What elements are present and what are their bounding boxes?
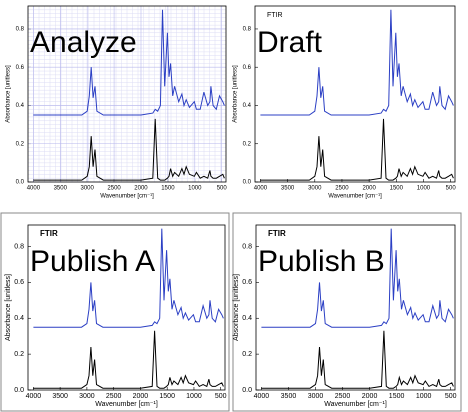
y-tick-label: 0.6: [242, 279, 252, 286]
x-tick-label: 1500: [159, 393, 175, 400]
x-tick-label: 2000: [362, 186, 376, 192]
x-tick-label: 1000: [186, 393, 202, 400]
x-tick-label: 2000: [133, 393, 149, 400]
mode-label: Publish A: [30, 245, 155, 278]
x-tick-label: 500: [215, 393, 227, 400]
x-tick-label: 4000: [27, 186, 41, 192]
x-tick-label: 2000: [362, 393, 378, 400]
x-tick-label: 2500: [335, 186, 349, 192]
x-tick-label: 2500: [335, 393, 351, 400]
panel-frame: [232, 212, 462, 412]
spectrum-line: [260, 118, 454, 181]
x-axis-label: Wavenumber [cm⁻¹]: [328, 194, 382, 200]
x-tick-label: 500: [445, 393, 457, 400]
x-tick-label: 1500: [389, 393, 405, 400]
mode-label: Publish B: [258, 245, 385, 278]
x-axis-label: Wavenumber [cm⁻¹]: [100, 194, 154, 200]
spectrum-line: [33, 9, 225, 116]
y-tick-label: 0.2: [242, 351, 252, 358]
x-tick-label: 3500: [54, 186, 68, 192]
x-tick-label: 4000: [254, 186, 268, 192]
y-axis-label: Absorbance [unitless]: [233, 274, 240, 341]
x-tick-label: 4000: [26, 393, 42, 400]
mode-label: Analyze: [30, 26, 137, 59]
x-axis-label: Wavenumber [cm⁻¹]: [95, 401, 158, 408]
x-tick-label: 4000: [254, 393, 270, 400]
y-tick-label: 0.2: [14, 351, 24, 358]
x-tick-label: 1500: [390, 186, 404, 192]
y-tick-label: 0.8: [243, 27, 252, 33]
y-tick-label: 0.8: [14, 243, 24, 250]
spectrum-line: [33, 228, 224, 328]
spectrum-line: [33, 330, 224, 389]
x-tick-label: 500: [446, 186, 457, 192]
chart-title: FTIR: [268, 229, 286, 238]
y-tick-label: 0.6: [14, 279, 24, 286]
plot-area: [27, 224, 226, 391]
y-tick-label: 0.8: [16, 27, 25, 33]
x-tick-label: 3000: [308, 186, 322, 192]
y-tick-label: 0.0: [16, 180, 25, 186]
x-tick-label: 1000: [416, 393, 432, 400]
plot-area: [254, 5, 456, 183]
spectrum-line: [260, 9, 454, 116]
y-tick-label: 0.8: [242, 243, 252, 250]
y-axis-label: Absorbance [unitless]: [233, 65, 239, 123]
plot-area: [27, 5, 227, 183]
chart-title: FTIR: [40, 229, 58, 238]
y-tick-label: 0.0: [242, 387, 252, 394]
x-tick-label: 1000: [188, 186, 202, 192]
x-tick-label: 3000: [308, 393, 324, 400]
x-tick-label: 2000: [134, 186, 148, 192]
y-tick-label: 0.4: [242, 315, 252, 322]
plot-area: [255, 224, 456, 391]
y-tick-label: 0.0: [243, 180, 252, 186]
spectrum-line: [261, 330, 454, 389]
y-tick-label: 0.4: [16, 103, 25, 109]
x-tick-label: 3000: [81, 186, 95, 192]
x-tick-label: 500: [217, 186, 228, 192]
x-tick-label: 2500: [106, 393, 122, 400]
x-tick-label: 3500: [52, 393, 68, 400]
x-tick-label: 3000: [79, 393, 95, 400]
y-tick-label: 0.0: [14, 387, 24, 394]
x-tick-label: 1000: [417, 186, 431, 192]
x-tick-label: 2500: [107, 186, 121, 192]
y-tick-label: 0.6: [16, 65, 25, 71]
y-tick-label: 0.2: [16, 141, 25, 147]
x-tick-label: 1500: [161, 186, 175, 192]
x-tick-label: 3500: [281, 393, 297, 400]
y-tick-label: 0.4: [243, 103, 252, 109]
y-axis-label: Absorbance [unitless]: [5, 274, 12, 341]
y-tick-label: 0.2: [243, 141, 252, 147]
y-tick-label: 0.6: [243, 65, 252, 71]
panel-frame: [0, 212, 230, 412]
spectrum-line: [261, 228, 454, 328]
y-axis-label: Absorbance [unitless]: [6, 65, 12, 123]
chart-title: FTIR: [267, 12, 283, 19]
mode-label: Draft: [257, 26, 323, 59]
y-tick-label: 0.4: [14, 315, 24, 322]
x-tick-label: 3500: [281, 186, 295, 192]
spectrum-line: [33, 118, 225, 181]
x-axis-label: Wavenumber [cm⁻¹]: [324, 401, 387, 408]
